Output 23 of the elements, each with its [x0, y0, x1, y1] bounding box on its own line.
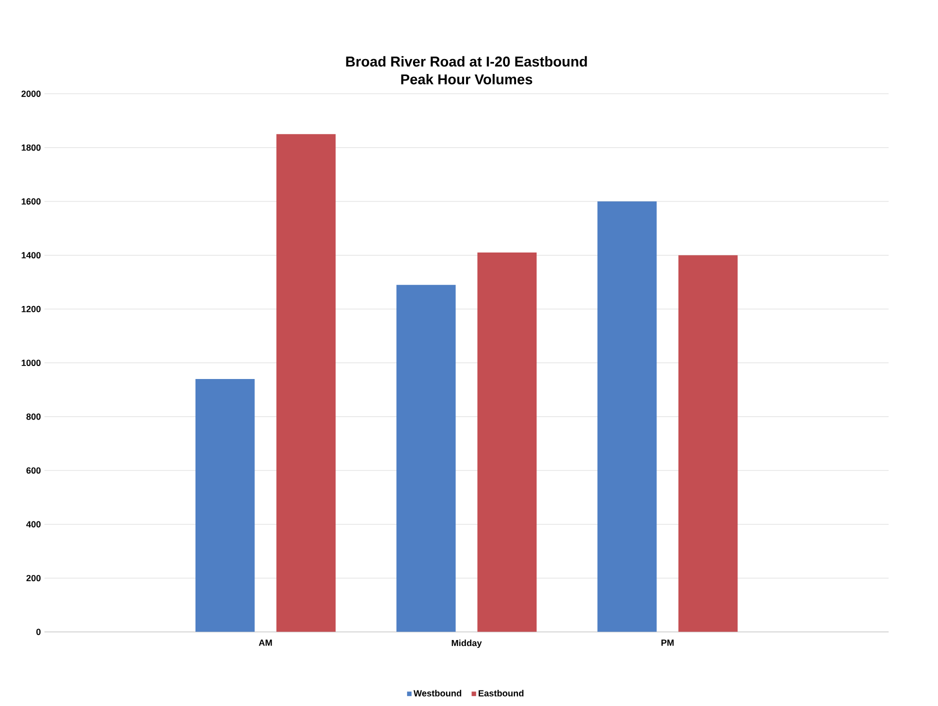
y-tick-label: 200 — [26, 574, 41, 582]
bar — [678, 255, 738, 632]
x-tick-label: Midday — [452, 640, 482, 648]
x-tick-label: AM — [258, 640, 272, 646]
chart-title: Broad River Road at I-20 Eastbound Peak Hour Volumes — [346, 56, 587, 84]
x-tick-label: PM — [661, 640, 674, 646]
bar — [276, 134, 336, 632]
y-tick-label: 600 — [26, 467, 41, 474]
y-tick-label: 800 — [26, 414, 41, 420]
y-tick-label: 2000 — [21, 90, 41, 97]
y-tick-label: 1800 — [22, 144, 41, 151]
y-tick-label: 1000 — [22, 360, 41, 366]
bar — [396, 284, 456, 632]
legend-label: Westbound — [414, 690, 462, 696]
y-tick-label: 1600 — [22, 198, 41, 205]
y-tick-label: 1400 — [22, 252, 41, 258]
y-tick-label: 400 — [26, 521, 41, 528]
y-tick-label: 0 — [36, 628, 41, 636]
bar — [597, 201, 657, 632]
legend-label: Eastbound — [478, 690, 524, 696]
bar — [195, 379, 255, 632]
y-tick-label: 1200 — [22, 306, 41, 312]
bar — [477, 252, 537, 632]
